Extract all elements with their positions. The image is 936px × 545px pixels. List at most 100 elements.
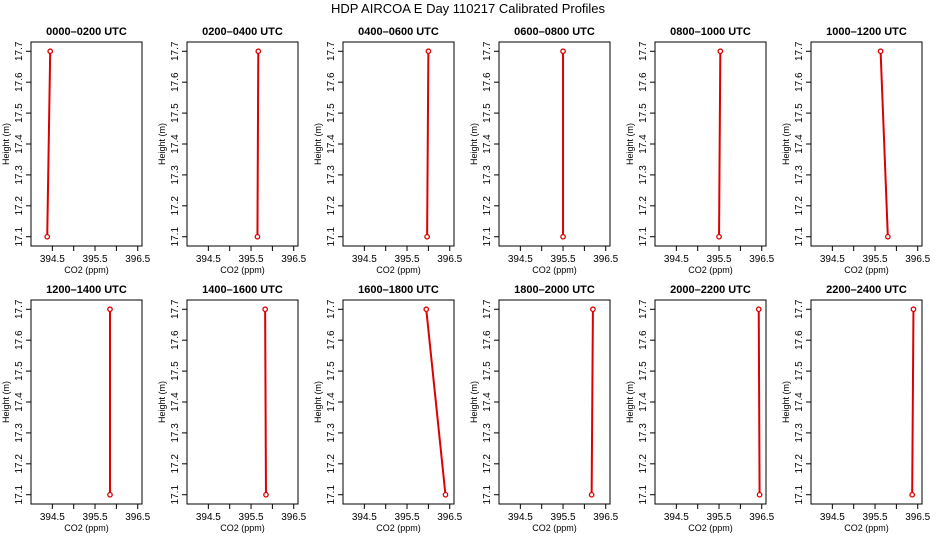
panel-3-data-point bbox=[425, 48, 432, 55]
panel-8-x-tick-label: 395.5 bbox=[239, 512, 264, 523]
panel-5-x-tick-label: 396.5 bbox=[749, 254, 774, 265]
panel-3-y-label: Height (m) bbox=[313, 123, 323, 165]
panel-12-y-tick-label: 17.3 bbox=[794, 423, 805, 443]
panel-1-x-label: CO2 (ppm) bbox=[64, 265, 109, 275]
panel-11-data-point bbox=[755, 306, 762, 313]
panel-6-y-tick-label: 17.7 bbox=[794, 41, 805, 61]
panel-10-y-tick-label: 17.6 bbox=[482, 330, 493, 350]
panel-11-y-tick-label: 17.4 bbox=[638, 392, 649, 412]
panel-11-y-tick-label: 17.5 bbox=[638, 361, 649, 381]
panel-5-y-tick-label: 17.7 bbox=[638, 41, 649, 61]
panel-7-data-point bbox=[107, 491, 113, 498]
panel-6-x-tick-label: 394.5 bbox=[820, 254, 845, 265]
panel-5-y-tick-label: 17.5 bbox=[638, 103, 649, 123]
panel-8-y-tick-label: 17.5 bbox=[170, 361, 181, 381]
panel-8-y-tick-label: 17.4 bbox=[170, 392, 181, 412]
panel-7-x-tick-label: 395.5 bbox=[83, 512, 108, 523]
panel-5-title: 0800–1000 UTC bbox=[670, 26, 751, 38]
panel-11-data-point bbox=[756, 491, 763, 498]
panel-11-x-tick-label: 396.5 bbox=[749, 512, 774, 523]
panel-10-y-tick-label: 17.4 bbox=[482, 392, 493, 412]
panel-9-y-tick-label: 17.1 bbox=[326, 485, 337, 505]
panel-11-y-label: Height (m) bbox=[625, 381, 635, 423]
panel-11-y-tick-label: 17.2 bbox=[638, 454, 649, 474]
panel-3-y-tick-label: 17.6 bbox=[326, 72, 337, 92]
panel-7-x-tick-label: 394.5 bbox=[40, 512, 65, 523]
panel-10-y-tick-label: 17.3 bbox=[482, 423, 493, 443]
panel-11-y-tick-label: 17.1 bbox=[638, 485, 649, 505]
panel-8-y-label: Height (m) bbox=[157, 381, 167, 423]
panel-8-title: 1400–1600 UTC bbox=[202, 284, 283, 296]
panel-1-y-tick-label: 17.2 bbox=[14, 196, 25, 216]
panel-5-plot-area bbox=[654, 41, 767, 247]
panel-4-x-tick-label: 394.5 bbox=[508, 254, 533, 265]
panel-2-y-tick-label: 17.3 bbox=[170, 165, 181, 185]
panel-3-x-tick-label: 395.5 bbox=[395, 254, 420, 265]
panel-10-y-tick-label: 17.7 bbox=[482, 299, 493, 319]
panel-10-data-point bbox=[588, 491, 595, 498]
panel-8-y-tick-label: 17.2 bbox=[170, 454, 181, 474]
panel-5-y-tick-label: 17.2 bbox=[638, 196, 649, 216]
panel-12-data-point bbox=[909, 491, 916, 498]
panel-12-y-tick-label: 17.2 bbox=[794, 454, 805, 474]
panel-7-x-label: CO2 (ppm) bbox=[64, 523, 109, 533]
panel-6-y-tick-label: 17.6 bbox=[794, 72, 805, 92]
panel-5-x-tick-label: 394.5 bbox=[664, 254, 689, 265]
panel-7-y-tick-label: 17.4 bbox=[14, 392, 25, 412]
panel-2-x-tick-label: 396.5 bbox=[281, 254, 306, 265]
panel-7-title: 1200–1400 UTC bbox=[46, 284, 127, 296]
panel-2-x-label: CO2 (ppm) bbox=[220, 265, 265, 275]
panel-10-y-label: Height (m) bbox=[469, 381, 479, 423]
panel-7-y-tick-label: 17.7 bbox=[14, 299, 25, 319]
panel-6-y-tick-label: 17.3 bbox=[794, 165, 805, 185]
panel-9-profile-line bbox=[425, 309, 447, 495]
panel-6-x-tick-label: 396.5 bbox=[905, 254, 930, 265]
panel-9-y-tick-label: 17.2 bbox=[326, 454, 337, 474]
panel-9-x-tick-label: 396.5 bbox=[437, 512, 462, 523]
panel-10-title: 1800–2000 UTC bbox=[514, 284, 595, 296]
panel-3-plot-area bbox=[342, 41, 455, 247]
panel-8-x-label: CO2 (ppm) bbox=[220, 523, 265, 533]
panel-5-y-label: Height (m) bbox=[625, 123, 635, 165]
panel-7-data-point bbox=[107, 306, 113, 313]
panel-3-y-tick-label: 17.7 bbox=[326, 41, 337, 61]
panel-5-x-tick-label: 395.5 bbox=[707, 254, 732, 265]
panel-9-y-label: Height (m) bbox=[313, 381, 323, 423]
panel-1-profile-line bbox=[46, 51, 52, 237]
panel-9-data-point bbox=[442, 491, 449, 498]
panel-8-profile-line bbox=[264, 309, 267, 495]
panel-4-y-tick-label: 17.7 bbox=[482, 41, 493, 61]
panel-5-y-tick-label: 17.3 bbox=[638, 165, 649, 185]
panel-4-y-tick-label: 17.2 bbox=[482, 196, 493, 216]
panel-12-profile-line bbox=[911, 309, 915, 495]
panel-10-y-tick-label: 17.1 bbox=[482, 485, 493, 505]
panel-1-y-label: Height (m) bbox=[1, 123, 11, 165]
panel-3-y-tick-label: 17.3 bbox=[326, 165, 337, 185]
panel-6-title: 1000–1200 UTC bbox=[826, 26, 907, 38]
panel-8-x-tick-label: 396.5 bbox=[281, 512, 306, 523]
panel-2-plot-area bbox=[186, 41, 299, 247]
panel-5-y-tick-label: 17.4 bbox=[638, 134, 649, 154]
panel-1-y-tick-label: 17.3 bbox=[14, 165, 25, 185]
panel-5-data-point bbox=[717, 48, 724, 55]
panel-4-y-tick-label: 17.6 bbox=[482, 72, 493, 92]
panel-10-y-tick-label: 17.2 bbox=[482, 454, 493, 474]
panel-2-y-tick-label: 17.7 bbox=[170, 41, 181, 61]
panel-3-x-tick-label: 396.5 bbox=[437, 254, 462, 265]
panel-1-x-tick-label: 394.5 bbox=[40, 254, 65, 265]
panel-7-plot-area bbox=[30, 299, 143, 505]
panel-6-data-point bbox=[884, 233, 891, 240]
panel-8-data-point bbox=[263, 491, 269, 498]
panel-9-y-tick-label: 17.4 bbox=[326, 392, 337, 412]
panel-11-x-tick-label: 395.5 bbox=[707, 512, 732, 523]
panel-10-data-point bbox=[590, 306, 596, 313]
panel-10-x-tick-label: 394.5 bbox=[508, 512, 533, 523]
panel-3-title: 0400–0600 UTC bbox=[358, 26, 439, 38]
panel-7-y-tick-label: 17.1 bbox=[14, 485, 25, 505]
panel-1-y-tick-label: 17.7 bbox=[14, 41, 25, 61]
panel-4-x-tick-label: 396.5 bbox=[593, 254, 618, 265]
panel-11-y-tick-label: 17.7 bbox=[638, 299, 649, 319]
panel-1-y-tick-label: 17.1 bbox=[14, 227, 25, 247]
panel-12-y-tick-label: 17.5 bbox=[794, 361, 805, 381]
